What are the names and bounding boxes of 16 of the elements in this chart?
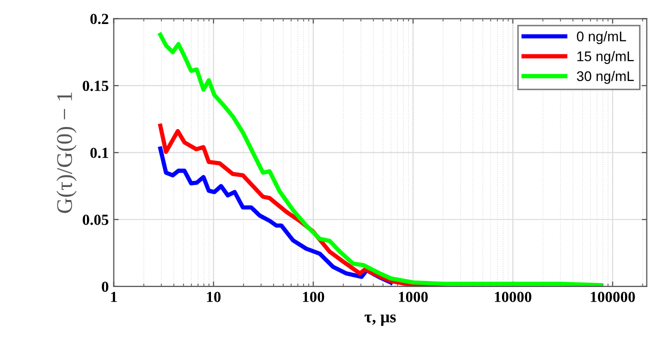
x-tick-label: 1000 — [399, 292, 428, 302]
y-tick-label: 0 — [102, 282, 108, 292]
x-tick-label: 1 — [111, 292, 117, 302]
x-tick-label: 100 — [303, 292, 324, 302]
x-tick-label: 100000 — [590, 292, 635, 302]
x-axis-title: τ, μs — [364, 314, 396, 326]
y-tick-label: 0.1 — [90, 148, 108, 158]
y-axis-title: G(τ)/G(0) − 1 — [56, 92, 77, 213]
y-tick-label: 0.15 — [82, 80, 108, 92]
y-tick-label: 0.05 — [82, 214, 108, 226]
legend-label: 30 ng/mL — [576, 70, 634, 84]
y-tick-label: 0.2 — [90, 14, 108, 24]
x-tick-label: 10000 — [494, 292, 532, 302]
x-tick-label: 10 — [207, 292, 221, 302]
legend-label: 0 ng/mL — [576, 31, 626, 44]
legend-label: 15 ng/mL — [577, 51, 634, 64]
